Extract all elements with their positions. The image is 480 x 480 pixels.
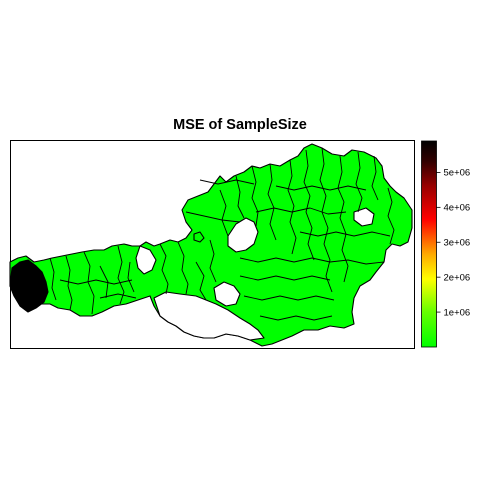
region-missing-center <box>227 217 259 253</box>
region-max <box>9 259 49 313</box>
map-title: MSE of SampleSize <box>173 117 307 133</box>
region-missing-west <box>135 245 157 275</box>
austria-map <box>9 143 413 347</box>
region-missing-south <box>213 281 241 307</box>
legend-colorbar <box>421 140 437 348</box>
legend-tick-label: 2e+06 <box>444 272 471 283</box>
legend-tick-label: 3e+06 <box>444 238 471 249</box>
legend-tick-label: 4e+06 <box>444 203 471 214</box>
legend-tick-label: 1e+06 <box>444 307 471 318</box>
region-missing-east <box>153 291 265 341</box>
region-missing-vienna <box>353 207 375 227</box>
district-borders <box>49 147 395 321</box>
region-enclave <box>193 231 205 243</box>
plot-frame <box>10 140 415 349</box>
legend-ticks: 1e+06 2e+06 3e+06 4e+06 5e+06 <box>436 168 471 318</box>
legend-tick-label: 5e+06 <box>444 168 471 179</box>
color-legend: 1e+06 2e+06 3e+06 4e+06 5e+06 <box>421 140 471 348</box>
